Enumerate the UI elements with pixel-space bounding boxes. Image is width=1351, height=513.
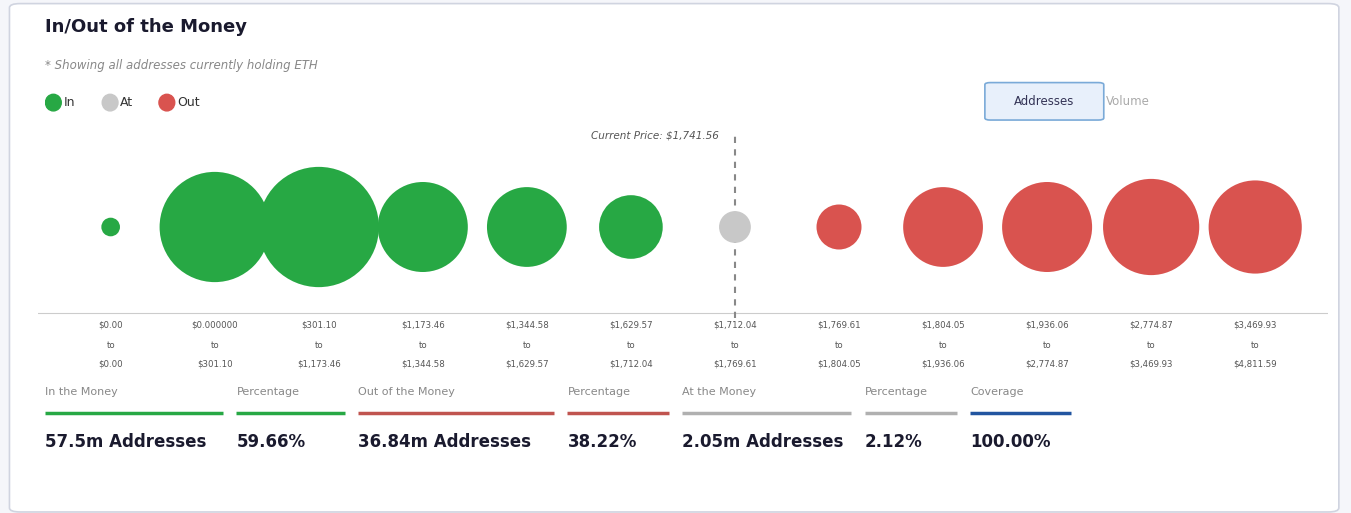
Point bbox=[932, 223, 954, 231]
Text: $0.000000: $0.000000 bbox=[192, 321, 238, 330]
Text: In: In bbox=[63, 96, 76, 109]
Text: $1,629.57: $1,629.57 bbox=[609, 321, 653, 330]
Point bbox=[412, 223, 434, 231]
Text: $4,811.59: $4,811.59 bbox=[1233, 359, 1277, 368]
Text: $1,173.46: $1,173.46 bbox=[401, 321, 444, 330]
Text: to: to bbox=[211, 341, 219, 350]
Point bbox=[100, 223, 122, 231]
Text: 38.22%: 38.22% bbox=[567, 433, 636, 451]
Point bbox=[204, 223, 226, 231]
Text: In/Out of the Money: In/Out of the Money bbox=[45, 18, 247, 36]
Text: Percentage: Percentage bbox=[567, 387, 631, 397]
Text: to: to bbox=[315, 341, 323, 350]
Text: $1,344.58: $1,344.58 bbox=[401, 359, 444, 368]
Point bbox=[1036, 223, 1058, 231]
Text: $0.00: $0.00 bbox=[99, 359, 123, 368]
Text: $301.10: $301.10 bbox=[301, 321, 336, 330]
Text: $0.00: $0.00 bbox=[99, 321, 123, 330]
Text: In the Money: In the Money bbox=[45, 387, 118, 397]
Text: $2,774.87: $2,774.87 bbox=[1025, 359, 1069, 368]
Text: Coverage: Coverage bbox=[970, 387, 1024, 397]
Text: Volume: Volume bbox=[1106, 95, 1150, 108]
Text: 59.66%: 59.66% bbox=[236, 433, 305, 451]
Text: $1,629.57: $1,629.57 bbox=[505, 359, 549, 368]
Text: $1,804.05: $1,804.05 bbox=[921, 321, 965, 330]
Circle shape bbox=[46, 94, 61, 111]
Text: to: to bbox=[835, 341, 843, 350]
Text: to: to bbox=[939, 341, 947, 350]
Point bbox=[1244, 223, 1266, 231]
Text: At: At bbox=[120, 96, 134, 109]
Text: 36.84m Addresses: 36.84m Addresses bbox=[358, 433, 531, 451]
Point bbox=[308, 223, 330, 231]
Point bbox=[516, 223, 538, 231]
Text: to: to bbox=[1147, 341, 1155, 350]
Text: $1,173.46: $1,173.46 bbox=[297, 359, 340, 368]
Text: to: to bbox=[731, 341, 739, 350]
Text: Out of the Money: Out of the Money bbox=[358, 387, 455, 397]
Text: $1,769.61: $1,769.61 bbox=[817, 321, 861, 330]
Text: to: to bbox=[1043, 341, 1051, 350]
Text: 100.00%: 100.00% bbox=[970, 433, 1051, 451]
Text: Current Price: $1,741.56: Current Price: $1,741.56 bbox=[592, 131, 719, 141]
Text: to: to bbox=[1251, 341, 1259, 350]
Text: to: to bbox=[107, 341, 115, 350]
Point bbox=[1140, 223, 1162, 231]
Text: Addresses: Addresses bbox=[1015, 95, 1074, 108]
Text: 2.05m Addresses: 2.05m Addresses bbox=[682, 433, 843, 451]
Text: $1,804.05: $1,804.05 bbox=[817, 359, 861, 368]
Text: Percentage: Percentage bbox=[236, 387, 300, 397]
Text: $1,936.06: $1,936.06 bbox=[1025, 321, 1069, 330]
Text: to: to bbox=[627, 341, 635, 350]
Text: Percentage: Percentage bbox=[865, 387, 928, 397]
Text: 2.12%: 2.12% bbox=[865, 433, 923, 451]
Point bbox=[828, 223, 850, 231]
Text: Out: Out bbox=[177, 96, 200, 109]
Circle shape bbox=[103, 94, 118, 111]
Text: 57.5m Addresses: 57.5m Addresses bbox=[45, 433, 205, 451]
Text: $1,344.58: $1,344.58 bbox=[505, 321, 549, 330]
Text: $1,936.06: $1,936.06 bbox=[921, 359, 965, 368]
Text: At the Money: At the Money bbox=[682, 387, 757, 397]
Text: $1,769.61: $1,769.61 bbox=[713, 359, 757, 368]
Point bbox=[620, 223, 642, 231]
Text: $1,712.04: $1,712.04 bbox=[713, 321, 757, 330]
Text: * Showing all addresses currently holding ETH: * Showing all addresses currently holdin… bbox=[45, 59, 317, 72]
Point bbox=[724, 223, 746, 231]
Text: $2,774.87: $2,774.87 bbox=[1129, 321, 1173, 330]
Text: $1,712.04: $1,712.04 bbox=[609, 359, 653, 368]
Text: to: to bbox=[523, 341, 531, 350]
Circle shape bbox=[159, 94, 174, 111]
Text: to: to bbox=[419, 341, 427, 350]
Text: $3,469.93: $3,469.93 bbox=[1129, 359, 1173, 368]
Text: $3,469.93: $3,469.93 bbox=[1233, 321, 1277, 330]
Text: $301.10: $301.10 bbox=[197, 359, 232, 368]
